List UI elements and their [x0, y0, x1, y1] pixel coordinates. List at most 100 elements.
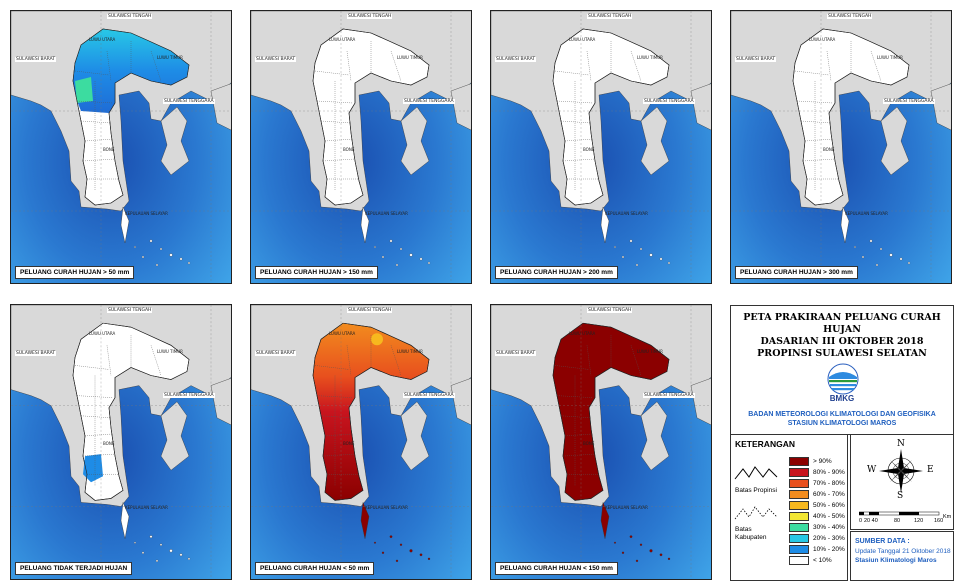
- legend-class-label: 30% - 40%: [813, 524, 845, 531]
- legend-class-label: 40% - 50%: [813, 513, 845, 520]
- source-title: SUMBER DATA :: [855, 538, 910, 545]
- map-label-sulbar: SULAWESI BARAT: [255, 57, 297, 62]
- map-label-kepulauan: KEPULAUAN SELAYAR: [605, 505, 648, 510]
- map-panel-4: SULAWESI TENGAH SULAWESI BARAT SULAWESI TE…: [730, 10, 952, 284]
- map-svg: [251, 11, 471, 283]
- map-label-luwu-utara: LUWU UTARA: [569, 37, 596, 42]
- map-svg: [491, 11, 711, 283]
- legend-swatch: [789, 490, 809, 499]
- map-label-bone: BONE: [343, 441, 355, 446]
- legend-class-row: > 90%: [789, 457, 849, 466]
- legend-title: KETERANGAN: [735, 439, 795, 449]
- map-label-sulteng: SULAWESI TENGAH: [587, 14, 633, 19]
- legend-class-row: 40% - 50%: [789, 512, 849, 521]
- legend-class-label: 60% - 70%: [813, 491, 845, 498]
- map-label-sultra: SULAWESI TENGGARA: [163, 393, 215, 398]
- batas-propinsi-line-icon: [734, 466, 778, 480]
- map-caption: PELUANG CURAH HUJAN > 50 mm: [15, 266, 135, 279]
- legend-class-label: 70% - 80%: [813, 480, 845, 487]
- batas-kabupaten-line-icon: [734, 506, 778, 520]
- map-label-bone: BONE: [823, 147, 835, 152]
- legend-class-label: 50% - 60%: [813, 502, 845, 509]
- legend-class-label: 10% - 20%: [813, 546, 845, 553]
- compass-w: W: [867, 465, 877, 475]
- source-box: SUMBER DATA : Update Tanggal 21 Oktober …: [850, 531, 954, 581]
- map-label-sulteng: SULAWESI TENGAH: [347, 308, 393, 313]
- legend-class-label: 80% - 90%: [813, 469, 845, 476]
- map-label-kepulauan: KEPULAUAN SELAYAR: [845, 211, 888, 216]
- legend-swatch: [789, 457, 809, 466]
- legend-swatch: [789, 512, 809, 521]
- map-panel-6: SULAWESI TENGAH SULAWESI BARAT SULAWESI TE…: [250, 304, 472, 580]
- map-label-luwu-utara: LUWU UTARA: [809, 37, 836, 42]
- map-title-line2: DASARIAN III OKTOBER 2018: [760, 336, 924, 347]
- scale-unit: Km: [943, 514, 952, 520]
- legend-swatch: [789, 468, 809, 477]
- map-caption: PELUANG CURAH HUJAN < 150 mm: [495, 562, 618, 575]
- map-label-kepulauan: KEPULAUAN SELAYAR: [125, 505, 168, 510]
- legend-class-row: < 10%: [789, 556, 849, 565]
- map-label-kepulauan: KEPULAUAN SELAYAR: [125, 211, 168, 216]
- map-label-bone: BONE: [103, 441, 115, 446]
- map-label-sulteng: SULAWESI TENGAH: [347, 14, 393, 19]
- map-title-line3: PROPINSI SULAWESI SELATAN: [757, 348, 927, 359]
- map-label-luwu-utara: LUWU UTARA: [329, 331, 356, 336]
- map-label-luwu-utara: LUWU UTARA: [569, 331, 596, 336]
- legend-class-row: 50% - 60%: [789, 501, 849, 510]
- map-svg: [491, 305, 711, 579]
- map-label-luwu-utara: LUWU UTARA: [89, 331, 116, 336]
- map-label-luwu-timur: LUWU TIMUR: [157, 349, 183, 354]
- legend-batas-kabupaten-1: Batas: [735, 526, 752, 533]
- scale-tick-label: 120: [914, 518, 924, 524]
- compass-s: S: [897, 491, 904, 501]
- map-svg: [11, 11, 231, 283]
- map-caption: PELUANG CURAH HUJAN < 50 mm: [255, 562, 375, 575]
- legend-class-row: 80% - 90%: [789, 468, 849, 477]
- legend-swatch: [789, 556, 809, 565]
- map-caption: PELUANG CURAH HUJAN > 200 mm: [495, 266, 618, 279]
- legend-class-row: 20% - 30%: [789, 534, 849, 543]
- source-line2: Stasiun Klimatologi Maros: [855, 557, 937, 564]
- map-label-bone: BONE: [583, 441, 595, 446]
- org-name-line2: STASIUN KLIMATOLOGI MAROS: [787, 420, 897, 427]
- map-label-sulbar: SULAWESI BARAT: [735, 57, 777, 62]
- legend-swatch: [789, 534, 809, 543]
- map-label-luwu-timur: LUWU TIMUR: [397, 349, 423, 354]
- scale-bar: [859, 511, 940, 516]
- legend-class-label: 20% - 30%: [813, 535, 845, 542]
- map-label-sulbar: SULAWESI BARAT: [15, 57, 57, 62]
- map-label-luwu-timur: LUWU TIMUR: [397, 55, 423, 60]
- map-label-luwu-utara: LUWU UTARA: [89, 37, 116, 42]
- map-label-sultra: SULAWESI TENGGARA: [643, 393, 695, 398]
- map-label-kepulauan: KEPULAUAN SELAYAR: [605, 211, 648, 216]
- legend-class-label: < 10%: [813, 557, 832, 564]
- map-label-sulbar: SULAWESI BARAT: [15, 351, 57, 356]
- legend-swatch: [789, 545, 809, 554]
- map-label-luwu-utara: LUWU UTARA: [329, 37, 356, 42]
- legend-swatch: [789, 479, 809, 488]
- map-panel-5: SULAWESI TENGAH SULAWESI BARAT SULAWESI TE…: [10, 304, 232, 580]
- compass-scale-box: N S E W 0 20 40 80 120 160 Km: [850, 434, 954, 530]
- map-label-sulbar: SULAWESI BARAT: [495, 57, 537, 62]
- legend-class-label: > 90%: [813, 458, 832, 465]
- map-panel-3: SULAWESI TENGAH SULAWESI BARAT SULAWESI TE…: [490, 10, 712, 284]
- legend-batas-propinsi: Batas Propinsi: [735, 487, 777, 494]
- map-panel-1: SULAWESI TENGAH SULAWESI BARAT SULAWESI TE…: [10, 10, 232, 284]
- map-label-luwu-timur: LUWU TIMUR: [637, 349, 663, 354]
- map-label-sultra: SULAWESI TENGGARA: [643, 99, 695, 104]
- map-label-sultra: SULAWESI TENGGARA: [403, 393, 455, 398]
- scale-labels: 0 20 40 80 120 160 Km: [859, 514, 955, 526]
- map-svg: [251, 305, 471, 579]
- map-label-kepulauan: KEPULAUAN SELAYAR: [365, 505, 408, 510]
- map-label-sulteng: SULAWESI TENGAH: [827, 14, 873, 19]
- map-label-bone: BONE: [343, 147, 355, 152]
- map-label-bone: BONE: [103, 147, 115, 152]
- map-label-kepulauan: KEPULAUAN SELAYAR: [365, 211, 408, 216]
- scale-tick-label: 80: [894, 518, 901, 524]
- map-caption: PELUANG CURAH HUJAN > 300 mm: [735, 266, 858, 279]
- map-caption: PELUANG CURAH HUJAN > 150 mm: [255, 266, 378, 279]
- compass-rose-icon: [879, 449, 923, 493]
- scale-tick-label: 0: [859, 518, 863, 524]
- map-panel-2: SULAWESI TENGAH SULAWESI BARAT SULAWESI TE…: [250, 10, 472, 284]
- bmkg-emblem-icon: [827, 363, 859, 395]
